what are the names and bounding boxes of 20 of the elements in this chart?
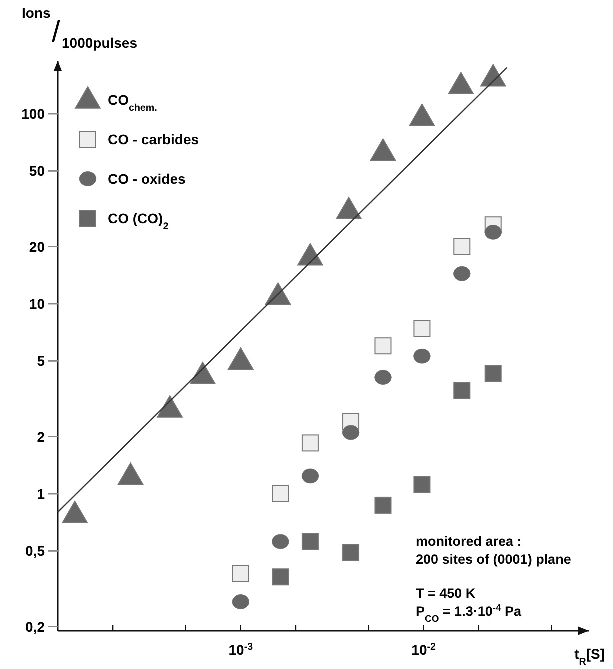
y-tick-label: 1 <box>37 486 46 502</box>
legend-label: CO (CO)$_{2}$ <box>108 210 170 232</box>
y-tick-label: 50 <box>29 163 46 180</box>
y-tick-label: 10 <box>29 296 46 312</box>
legend-label: CO$_{chem.}$ <box>108 92 158 114</box>
y-tick-label: 0,2 <box>26 618 46 635</box>
annotation: 200 sites of (0001) plane <box>416 552 572 567</box>
y-tick-label: 20 <box>29 238 46 255</box>
x-axis-title: t$_{R}$[S] <box>574 646 605 668</box>
x-tick-label: 10$^{-3}$ <box>228 642 254 658</box>
annotation: P$_{CO}$ = 1.3·10$^{-4}$ Pa <box>416 602 522 624</box>
x-tick-label: 10$^{-2}$ <box>412 642 437 658</box>
legend-label: CO - oxides <box>108 171 186 187</box>
y-tick-label: 2 <box>37 428 46 445</box>
y-tick-label: 5 <box>37 353 46 370</box>
y-tick-label: 0,5 <box>26 543 46 560</box>
y-tick-label: 100 <box>22 106 46 122</box>
legend-label: CO - carbides <box>108 132 200 148</box>
annotation: T = 450 K <box>416 586 476 601</box>
annotation: monitored area : <box>416 534 522 549</box>
